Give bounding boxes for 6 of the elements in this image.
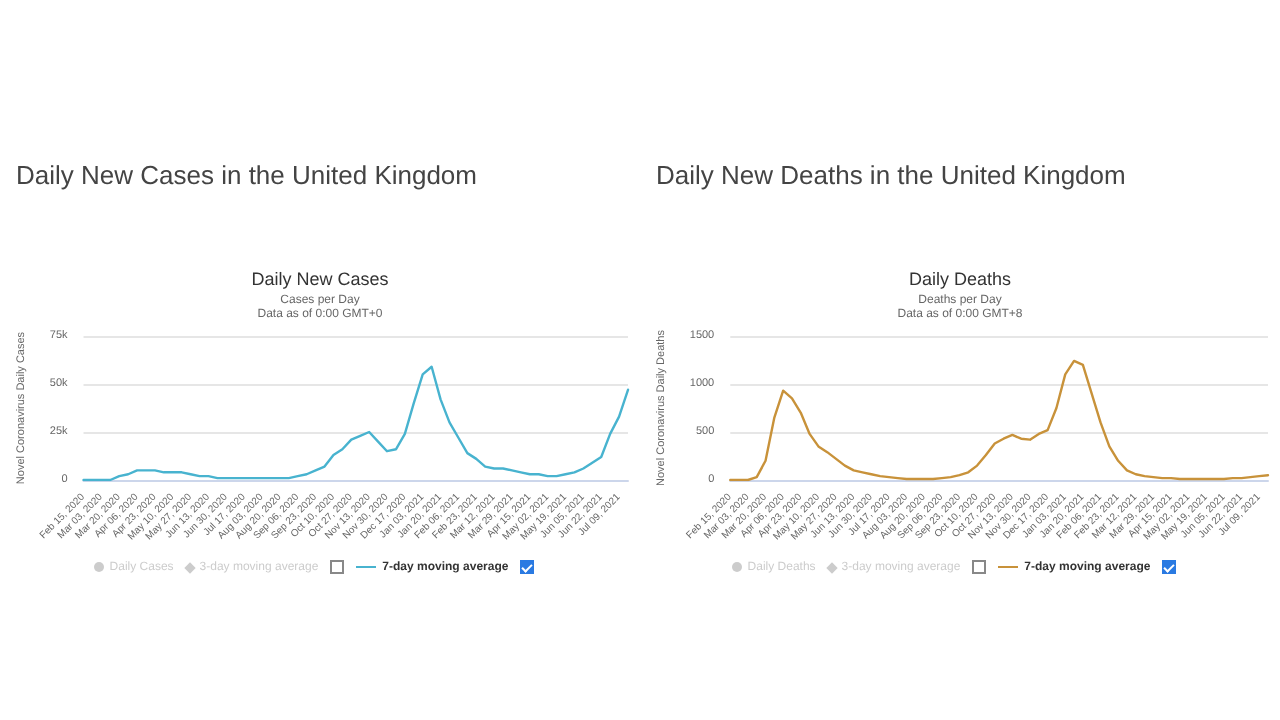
chart-subtitle: Daily Deaths xyxy=(908,269,1013,289)
chart-title: Daily New Deaths in the United Kingdom xyxy=(656,160,1126,190)
line-series xyxy=(729,359,1270,482)
chart-subtitle: Daily New Cases xyxy=(251,269,390,289)
chart-title: Daily New Cases in the United Kingdom xyxy=(16,160,477,190)
line-series xyxy=(82,365,630,482)
